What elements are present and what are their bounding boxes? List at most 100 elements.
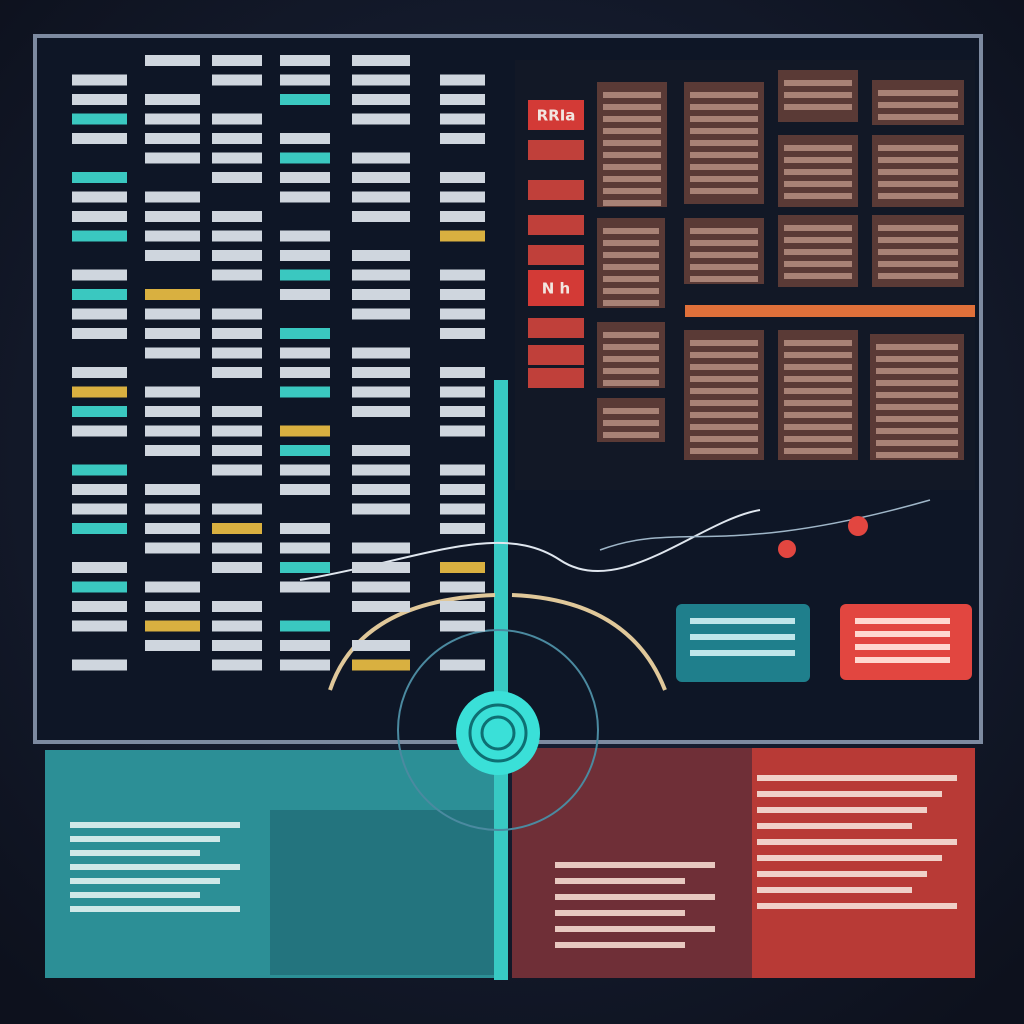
placeholder-text: [212, 601, 262, 612]
placeholder-text: [690, 92, 758, 98]
placeholder-text: [876, 344, 958, 350]
placeholder-text: [784, 273, 852, 279]
placeholder-text: [876, 392, 958, 398]
placeholder-text: [690, 400, 758, 406]
tab-label: N h: [542, 280, 570, 298]
placeholder-text: [280, 74, 330, 86]
placeholder-text: [280, 152, 330, 164]
wire: [299, 509, 761, 581]
placeholder-text: [145, 406, 200, 417]
red-strip: [528, 345, 584, 365]
placeholder-text: [440, 581, 485, 593]
placeholder-text: [212, 347, 262, 359]
placeholder-text: [440, 133, 485, 144]
placeholder-text: [603, 408, 659, 414]
placeholder-text: [757, 807, 927, 813]
placeholder-text: [212, 74, 262, 86]
placeholder-text: [280, 230, 330, 242]
placeholder-text: [212, 211, 262, 222]
hub-ring: [468, 703, 528, 763]
data-box: [684, 218, 764, 284]
placeholder-text: [352, 503, 410, 515]
placeholder-text: [72, 308, 127, 320]
placeholder-text: [784, 388, 852, 394]
placeholder-text: [145, 211, 200, 222]
arc-left: [328, 593, 496, 691]
placeholder-text: [784, 225, 852, 231]
placeholder-text: [603, 252, 659, 258]
placeholder-text: [352, 542, 410, 554]
placeholder-text: [352, 55, 410, 66]
placeholder-text: [212, 367, 262, 378]
placeholder-text: [212, 640, 262, 651]
placeholder-text: [352, 601, 410, 612]
hub-ring: [480, 715, 516, 751]
placeholder-text: [280, 55, 330, 66]
placeholder-text: [690, 276, 758, 282]
placeholder-text: [212, 133, 262, 144]
placeholder-text: [352, 347, 410, 359]
placeholder-text: [440, 425, 485, 437]
placeholder-text: [878, 169, 958, 175]
placeholder-text: [280, 328, 330, 339]
placeholder-text: [440, 74, 485, 86]
center-bar: [494, 380, 508, 980]
placeholder-text: [876, 356, 958, 362]
placeholder-text: [690, 140, 758, 146]
placeholder-text: [878, 225, 958, 231]
placeholder-text: [555, 894, 715, 900]
placeholder-text: [784, 340, 852, 346]
placeholder-text: [440, 406, 485, 417]
placeholder-text: [72, 659, 127, 671]
placeholder-text: [70, 850, 200, 856]
placeholder-text: [72, 484, 127, 495]
placeholder-text: [145, 328, 200, 339]
placeholder-text: [440, 601, 485, 612]
red-strip: [528, 318, 584, 338]
placeholder-text: [603, 264, 659, 270]
placeholder-text: [352, 659, 410, 671]
placeholder-text: [603, 240, 659, 246]
placeholder-text: [878, 261, 958, 267]
placeholder-text: [603, 300, 659, 306]
placeholder-text: [280, 367, 330, 378]
placeholder-text: [440, 484, 485, 495]
placeholder-text: [690, 436, 758, 442]
placeholder-text: [280, 133, 330, 144]
placeholder-text: [352, 386, 410, 398]
placeholder-text: [603, 432, 659, 438]
placeholder-text: [212, 55, 262, 66]
placeholder-text: [690, 164, 758, 170]
placeholder-text: [352, 211, 410, 222]
teal-card: [676, 604, 810, 682]
placeholder-text: [145, 581, 200, 593]
placeholder-text: [280, 484, 330, 495]
red-strip: [528, 140, 584, 160]
decoration: [70, 55, 964, 948]
placeholder-text: [72, 328, 127, 339]
placeholder-text: [440, 211, 485, 222]
placeholder-text: [352, 113, 410, 125]
placeholder-text: [70, 864, 240, 870]
placeholder-text: [690, 376, 758, 382]
placeholder-text: [440, 503, 485, 515]
placeholder-text: [876, 440, 958, 446]
placeholder-text: [440, 562, 485, 573]
placeholder-text: [145, 230, 200, 242]
placeholder-text: [603, 116, 661, 122]
placeholder-text: [440, 308, 485, 320]
placeholder-text: [440, 172, 485, 183]
placeholder-text: [878, 181, 958, 187]
placeholder-text: [212, 328, 262, 339]
placeholder-text: [280, 640, 330, 651]
placeholder-text: [280, 620, 330, 632]
placeholder-text: [603, 128, 661, 134]
placeholder-text: [352, 464, 410, 476]
placeholder-text: [280, 250, 330, 261]
placeholder-text: [212, 503, 262, 515]
placeholder-text: [145, 250, 200, 261]
placeholder-text: [352, 172, 410, 183]
placeholder-text: [440, 386, 485, 398]
placeholder-text: [440, 113, 485, 125]
placeholder-text: [603, 332, 659, 338]
